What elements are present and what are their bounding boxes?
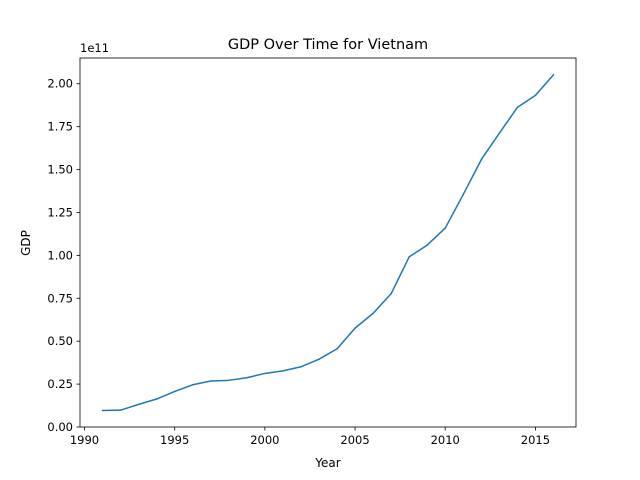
x-axis-label: Year bbox=[314, 456, 340, 470]
x-tick-label: 1995 bbox=[160, 433, 189, 447]
data-point-1994 bbox=[155, 398, 158, 400]
data-point-1997 bbox=[210, 380, 212, 382]
data-point-2009 bbox=[426, 244, 428, 246]
y-tick-label: 0.75 bbox=[47, 291, 73, 305]
axes-frame bbox=[79, 57, 577, 428]
x-tick-label: 2000 bbox=[250, 433, 279, 447]
data-point-1999 bbox=[246, 376, 248, 379]
data-point-2008 bbox=[408, 256, 410, 258]
plot-area bbox=[79, 57, 577, 428]
x-tick-label: 2015 bbox=[521, 433, 550, 447]
y-tick-label: 0.25 bbox=[47, 377, 73, 391]
y-tick-label: 2.00 bbox=[47, 77, 73, 91]
y-tick-label: 1.50 bbox=[47, 163, 73, 177]
data-point-2004 bbox=[336, 348, 338, 350]
data-point-1995 bbox=[173, 390, 176, 393]
series-line bbox=[101, 73, 555, 412]
data-point-2000 bbox=[264, 372, 266, 375]
y-tick-label: 1.75 bbox=[47, 120, 73, 134]
y-offset-label: 1e11 bbox=[80, 41, 109, 55]
data-point-1998 bbox=[228, 379, 230, 382]
data-point-1992 bbox=[119, 409, 122, 411]
data-point-2013 bbox=[498, 132, 501, 134]
data-point-2010 bbox=[444, 227, 446, 229]
data-point-2011 bbox=[462, 193, 465, 196]
data-point-2006 bbox=[372, 312, 374, 315]
data-point-1991 bbox=[101, 409, 104, 412]
y-axis-label: GDP bbox=[19, 230, 33, 256]
data-point-2002 bbox=[300, 366, 302, 368]
data-point-2003 bbox=[318, 358, 320, 360]
data-point-2015 bbox=[534, 94, 537, 97]
x-axis-ticks: 1990 1995 2000 2005 2010 2015 bbox=[70, 427, 550, 447]
x-tick-label: 2010 bbox=[431, 433, 460, 447]
data-point-2007 bbox=[390, 292, 392, 295]
data-point-2001 bbox=[282, 370, 284, 372]
data-point-1996 bbox=[191, 384, 194, 386]
x-tick-label: 1990 bbox=[70, 433, 99, 447]
data-point-2012 bbox=[480, 158, 483, 161]
data-point-2016 bbox=[552, 74, 555, 76]
y-tick-label: 1.00 bbox=[47, 248, 73, 262]
data-point-2014 bbox=[516, 106, 519, 109]
chart-title: GDP Over Time for Vietnam bbox=[228, 37, 428, 53]
y-tick-label: 0.00 bbox=[47, 420, 73, 434]
data-point-2005 bbox=[354, 327, 356, 329]
y-axis-ticks: 0.00 0.25 0.50 0.75 1.00 1.25 1.50 1.75 2.00 bbox=[47, 77, 80, 434]
x-tick-label: 2005 bbox=[340, 433, 369, 447]
y-tick-label: 0.50 bbox=[47, 334, 73, 348]
y-tick-label: 1.25 bbox=[47, 205, 73, 219]
data-point-1993 bbox=[137, 403, 140, 406]
